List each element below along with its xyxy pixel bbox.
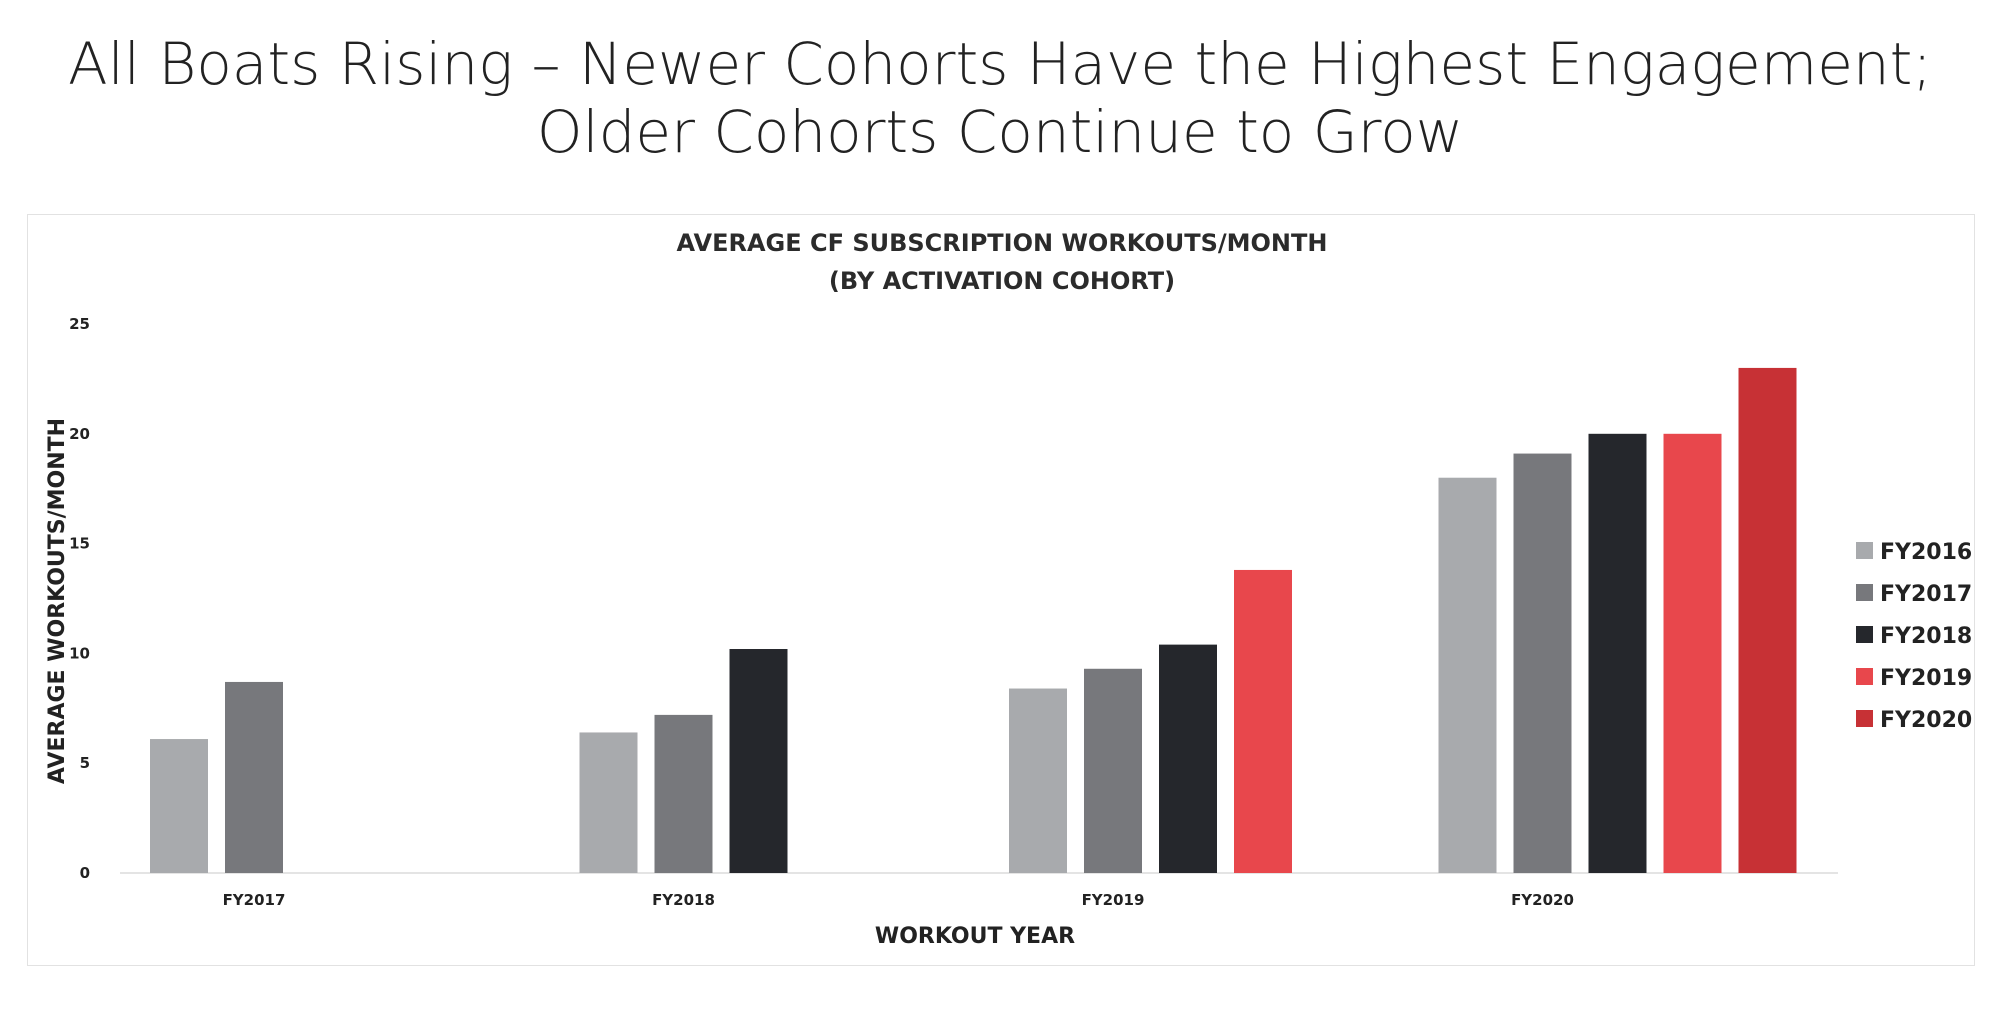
bar-fy2017-fy2020 bbox=[1513, 453, 1572, 873]
bar-fy2018-fy2019 bbox=[1159, 644, 1217, 873]
page-headline: All Boats Rising – Newer Cohorts Have th… bbox=[0, 30, 2000, 166]
headline-line-1: All Boats Rising – Newer Cohorts Have th… bbox=[68, 30, 1932, 98]
x-tick-label: FY2017 bbox=[223, 891, 286, 909]
y-tick-label: 0 bbox=[80, 864, 90, 882]
bar-fy2018-fy2020 bbox=[1588, 433, 1647, 873]
y-tick-label: 10 bbox=[69, 644, 90, 662]
chart-panel: AVERAGE CF SUBSCRIPTION WORKOUTS/MONTH (… bbox=[27, 214, 1975, 966]
bar-fy2018-fy2018 bbox=[729, 649, 788, 873]
chart-subtitle: (BY ACTIVATION COHORT) bbox=[829, 267, 1175, 295]
bar-fy2016-fy2020 bbox=[1438, 477, 1497, 873]
bar-fy2017-fy2018 bbox=[654, 714, 713, 873]
y-tick-label: 5 bbox=[80, 754, 90, 772]
legend-swatch bbox=[1856, 710, 1873, 727]
chart-title: AVERAGE CF SUBSCRIPTION WORKOUTS/MONTH bbox=[677, 229, 1328, 257]
y-axis-ticks: 0 5 10 15 20 25 bbox=[69, 315, 1838, 882]
legend-swatch bbox=[1856, 542, 1873, 559]
x-tick-label: FY2020 bbox=[1511, 891, 1574, 909]
bar-fy2016-fy2017 bbox=[150, 739, 208, 873]
bar-fy2019-fy2020 bbox=[1663, 433, 1722, 873]
x-axis-ticks: FY2017 FY2018 FY2019 FY2020 bbox=[223, 891, 1574, 909]
legend-label: FY2018 bbox=[1880, 624, 1972, 649]
legend-swatch bbox=[1856, 584, 1873, 601]
legend-swatch bbox=[1856, 668, 1873, 685]
y-tick-label: 25 bbox=[69, 315, 90, 333]
headline-line-2: Older Cohorts Continue to Grow bbox=[536, 98, 1464, 166]
bar-fy2019-fy2019 bbox=[1234, 569, 1292, 873]
y-axis-title: AVERAGE WORKOUTS/MONTH bbox=[45, 418, 70, 784]
bar-fy2017-fy2019 bbox=[1084, 668, 1142, 873]
bars bbox=[150, 367, 1797, 873]
bar-chart: AVERAGE CF SUBSCRIPTION WORKOUTS/MONTH (… bbox=[45, 229, 1972, 949]
bar-fy2016-fy2018 bbox=[579, 732, 638, 873]
y-tick-label: 15 bbox=[69, 535, 90, 553]
legend-swatch bbox=[1856, 626, 1873, 643]
x-tick-label: FY2018 bbox=[652, 891, 715, 909]
legend-label: FY2020 bbox=[1880, 708, 1972, 733]
bar-fy2017-fy2017 bbox=[225, 681, 283, 873]
bar-fy2016-fy2019 bbox=[1009, 688, 1067, 873]
bar-fy2020-fy2020 bbox=[1738, 367, 1797, 873]
x-axis-title: WORKOUT YEAR bbox=[875, 924, 1075, 949]
y-tick-label: 20 bbox=[69, 425, 90, 443]
legend-label: FY2016 bbox=[1880, 540, 1972, 565]
x-tick-label: FY2019 bbox=[1082, 891, 1145, 909]
legend: FY2016 FY2017 FY2018 FY2019 FY2020 bbox=[1856, 540, 1972, 733]
legend-label: FY2019 bbox=[1880, 666, 1972, 691]
legend-label: FY2017 bbox=[1880, 582, 1972, 607]
